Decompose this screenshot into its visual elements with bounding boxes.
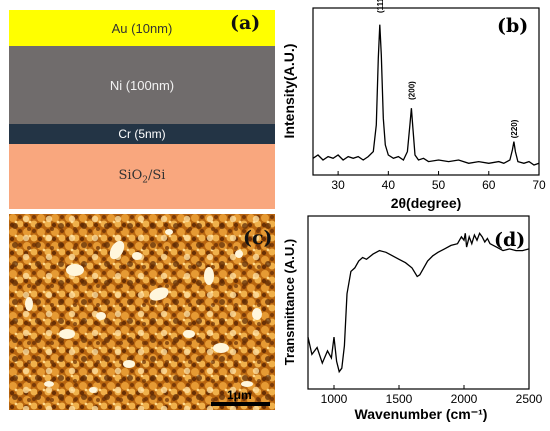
panel-b-annotations: (111) (200) (220) [376,0,519,138]
panel-b-x-label: 2θ(degree) [391,195,462,211]
panel-d-y-label: Transmittance (A.U.) [284,239,297,365]
panel-b-y-label: Intensity(A.U.) [284,44,297,139]
b-x-tick-label: 70 [532,178,546,192]
b-x-tick-label: 60 [482,178,496,192]
panel-a-layer-stack: Au (10nm) Ni (100nm) Cr (5nm) SiO2/Si (a… [0,0,285,215]
afm-texture [9,214,275,410]
layer-au-label: Au (10nm) [111,20,173,36]
layer-ni: Ni (100nm) [9,46,275,124]
scale-bar [211,402,270,406]
d-x-tick-label: 1500 [386,392,413,406]
panel-b-series-line [312,24,540,166]
panel-c-label: (c) [243,227,273,249]
d-x-tick-label: 2500 [516,392,543,406]
layer-sio2-label: SiO2/Si [119,168,166,186]
b-x-tick-label: 50 [432,178,446,192]
panel-b-ticks [337,171,540,175]
panel-d-plot-frame [307,215,530,390]
layer-cr: Cr (5nm) [9,124,275,144]
layer-au: Au (10nm) [9,10,275,46]
panel-b-plot-frame [312,7,540,176]
scale-bar-label: 1μm [227,388,252,402]
panel-a-label: (a) [230,12,261,34]
panel-d-ticks [333,385,530,389]
b-x-tick-label: 30 [331,178,345,192]
panel-d-x-label: Wavenumber (cm⁻¹) [355,406,488,422]
d-x-tick-label: 2000 [451,392,478,406]
panel-b-tick-labels: 30 40 50 60 70 [331,178,546,192]
b-peak-annotation: (200) [407,81,416,100]
panel-b-xrd-chart: 30 40 50 60 70 (111) (200) (220) 2θ(degree) In… [284,0,546,211]
layer-sio2: SiO2/Si [9,144,275,209]
d-x-tick-label: 1000 [321,392,348,406]
panel-d-x-label-text: Wavenumber (cm⁻¹) [355,406,488,422]
panel-d-ftir-chart: 1000 1500 2000 2500 Wavenumber (cm⁻¹) Trans… [284,215,543,422]
panel-b-label: (b) [497,15,528,37]
layer-sio2-main: SiO [118,167,143,183]
afm-bright-islands [25,229,262,393]
b-x-tick-label: 40 [382,178,396,192]
panel-d-series-line [307,231,530,374]
b-peak-annotation: (220) [510,119,519,138]
panel-c-afm-image: 1μm (c) [9,214,275,410]
b-peak-annotation: (111) [376,0,385,13]
panel-d-label: (d) [494,229,525,251]
layer-ni-label: Ni (100nm) [109,77,175,93]
layer-cr-label: Cr (5nm) [118,127,166,141]
panel-d-tick-labels: 1000 1500 2000 2500 [321,392,543,406]
layer-sio2-sub: 2 [142,175,148,186]
layer-sio2-rest: /Si [148,167,166,183]
